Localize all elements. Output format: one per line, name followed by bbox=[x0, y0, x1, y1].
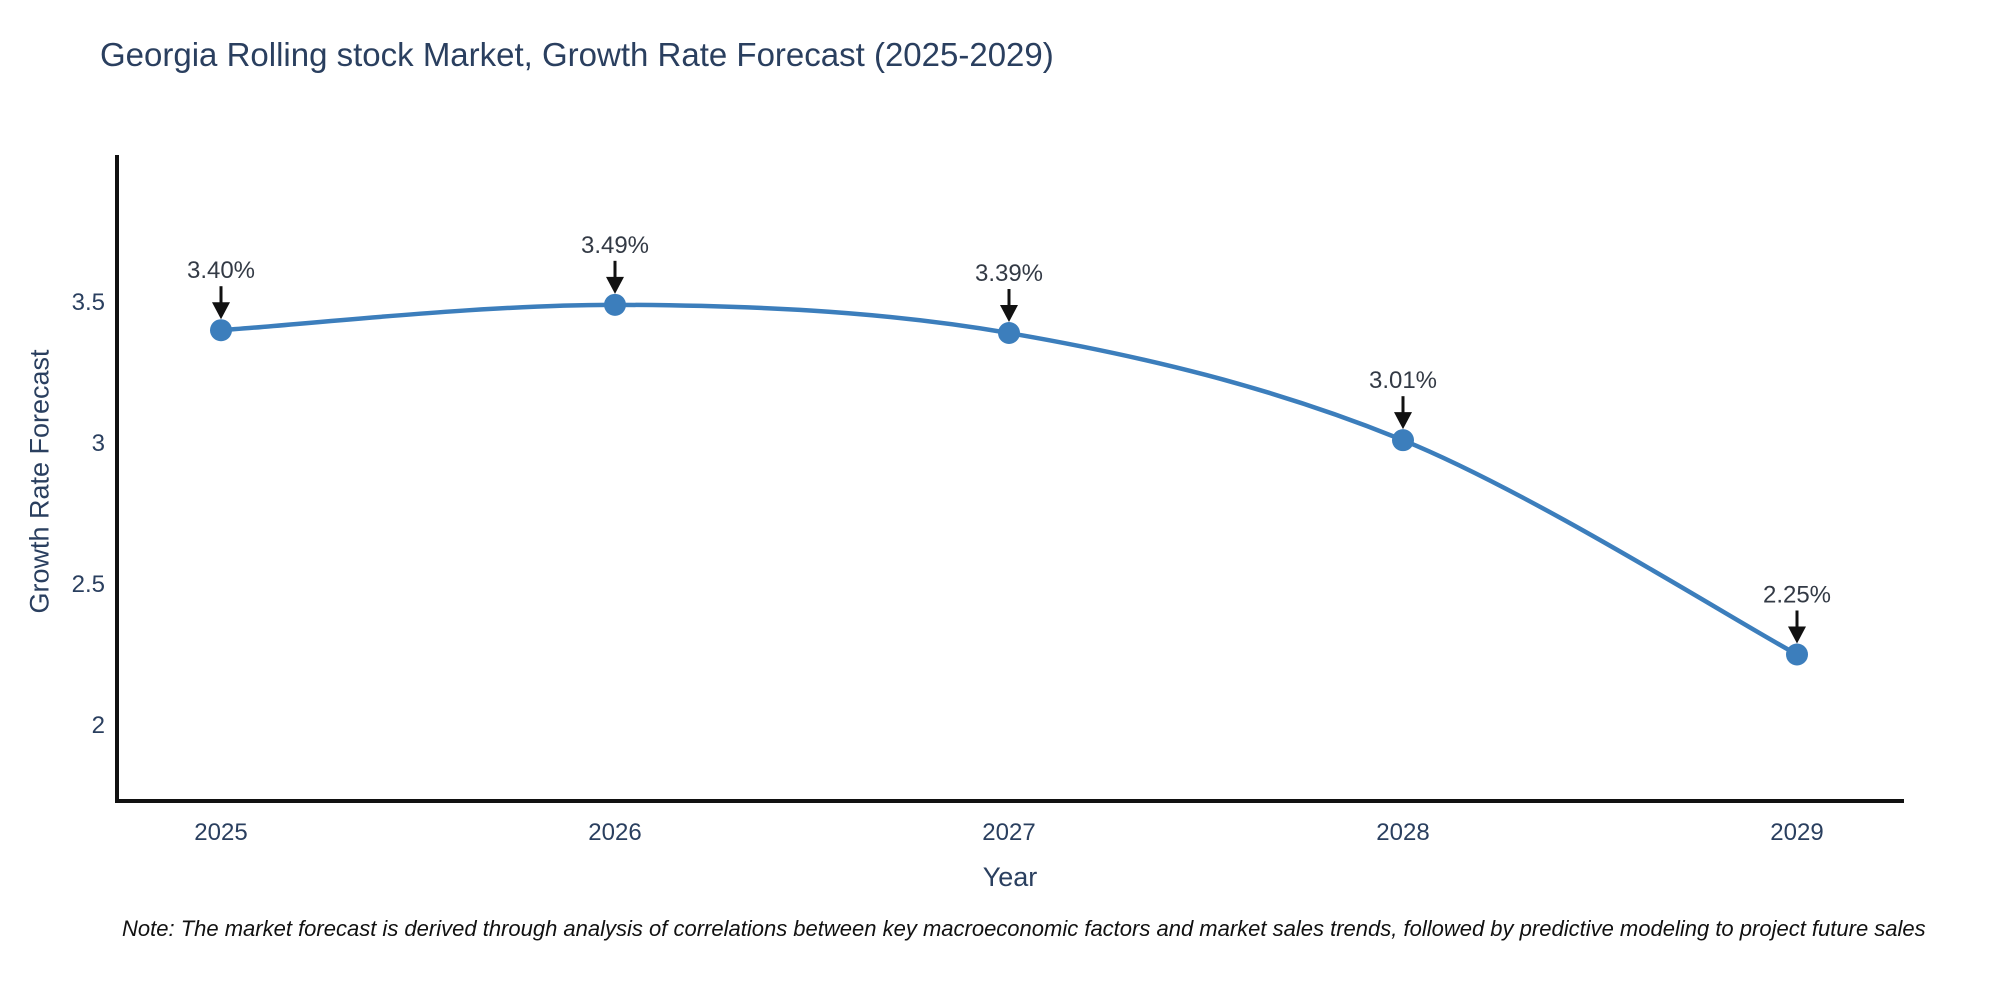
point-value-label: 3.49% bbox=[581, 232, 649, 259]
y-tick-label: 3.5 bbox=[72, 289, 105, 316]
forecast-line bbox=[220, 302, 1799, 657]
annotation-arrow-head bbox=[1394, 412, 1412, 430]
x-tick-label: 2026 bbox=[588, 819, 641, 846]
x-tick-label: 2029 bbox=[1770, 819, 1823, 846]
y-tick-label: 3 bbox=[92, 430, 105, 457]
annotation-arrow-head bbox=[1788, 626, 1806, 644]
chart-title: Georgia Rolling stock Market, Growth Rat… bbox=[100, 36, 1054, 73]
annotation-arrow-head bbox=[606, 276, 624, 294]
data-point[interactable] bbox=[998, 322, 1020, 345]
x-tick-label: 2027 bbox=[982, 819, 1035, 846]
y-tick-label: 2 bbox=[92, 712, 105, 739]
y-tick-label: 2.5 bbox=[72, 571, 105, 598]
data-point[interactable] bbox=[604, 293, 626, 316]
footnote-text: Note: The market forecast is derived thr… bbox=[122, 916, 1926, 941]
y-axis-title: Growth Rate Forecast bbox=[24, 349, 55, 614]
point-value-label: 3.40% bbox=[187, 257, 255, 284]
point-value-label: 3.39% bbox=[975, 260, 1043, 287]
annotation-arrow-head bbox=[212, 302, 230, 320]
x-tick-label: 2025 bbox=[194, 819, 247, 846]
annotation-arrow-head bbox=[1000, 305, 1018, 323]
point-value-label: 2.25% bbox=[1763, 582, 1831, 609]
data-point[interactable] bbox=[1392, 429, 1414, 452]
data-point[interactable] bbox=[210, 319, 232, 342]
point-value-label: 3.01% bbox=[1369, 367, 1437, 394]
data-point[interactable] bbox=[1786, 643, 1808, 666]
x-tick-label: 2028 bbox=[1376, 819, 1429, 846]
x-axis-title: Year bbox=[982, 862, 1038, 892]
